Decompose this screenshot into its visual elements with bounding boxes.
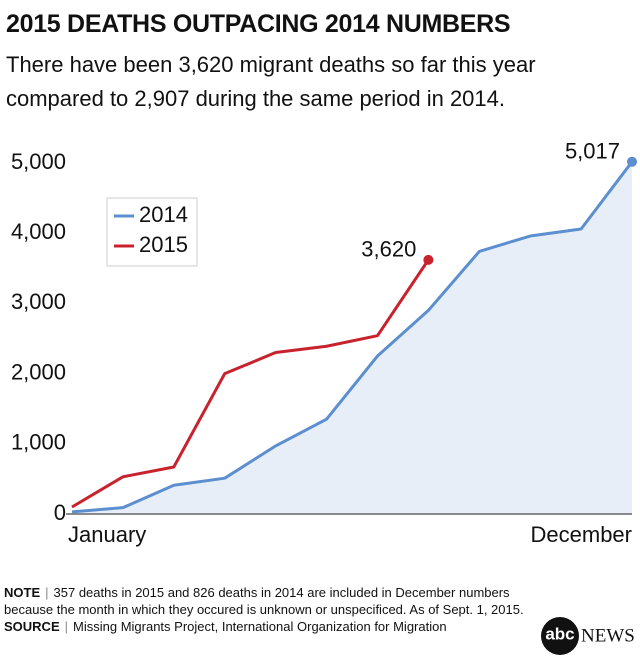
footer: NOTE | 357 deaths in 2015 and 826 deaths i…: [4, 584, 524, 635]
logo: abc NEWS: [541, 617, 635, 655]
separator: |: [45, 585, 49, 600]
y-tick-label: 5,000: [11, 149, 66, 174]
value-label: 3,620: [361, 237, 416, 262]
end-point: [627, 156, 637, 167]
logo-abc: abc: [545, 624, 574, 643]
y-tick-label: 2,000: [11, 359, 66, 384]
line: [71, 259, 430, 509]
chart-subtitle: There have been 3,620 migrant deaths so …: [6, 52, 536, 111]
legend-label: 2014: [139, 202, 188, 227]
x-tick-label: December: [531, 522, 632, 547]
separator: |: [64, 619, 69, 634]
y-tick-label: 1,000: [11, 430, 66, 455]
area: [72, 161, 632, 515]
chart: 0 1,000 2,000 3,000 4,000 5,000 January Decembe…: [11, 139, 637, 547]
source-text: Missing Migrants Project, International …: [73, 619, 447, 634]
y-tick-label: 0: [54, 500, 66, 525]
logo-news: NEWS: [581, 625, 635, 646]
y-tick-label: 4,000: [11, 219, 66, 244]
end-point: [423, 254, 434, 265]
value-label: 5,017: [565, 139, 620, 164]
legend-box: [106, 197, 198, 267]
note: NOTE | 357 deaths in 2015 and 826 deaths i…: [4, 584, 524, 618]
source-label: SOURCE: [4, 619, 60, 634]
chart-title: 2015 DEATHS OUTPACING 2014 NUMBERS: [6, 10, 511, 38]
y-tick-label: 3,000: [11, 289, 66, 314]
line: [71, 160, 634, 514]
source: SOURCE | Missing Migrants Project, Interna…: [4, 618, 524, 635]
x-tick-label: January: [68, 522, 146, 547]
note-text: 357 deaths in 2015 and 826 deaths in 201…: [4, 585, 524, 617]
logo-circle: [541, 617, 579, 655]
legend-label: 2015: [139, 232, 188, 257]
note-label: NOTE: [4, 585, 41, 600]
